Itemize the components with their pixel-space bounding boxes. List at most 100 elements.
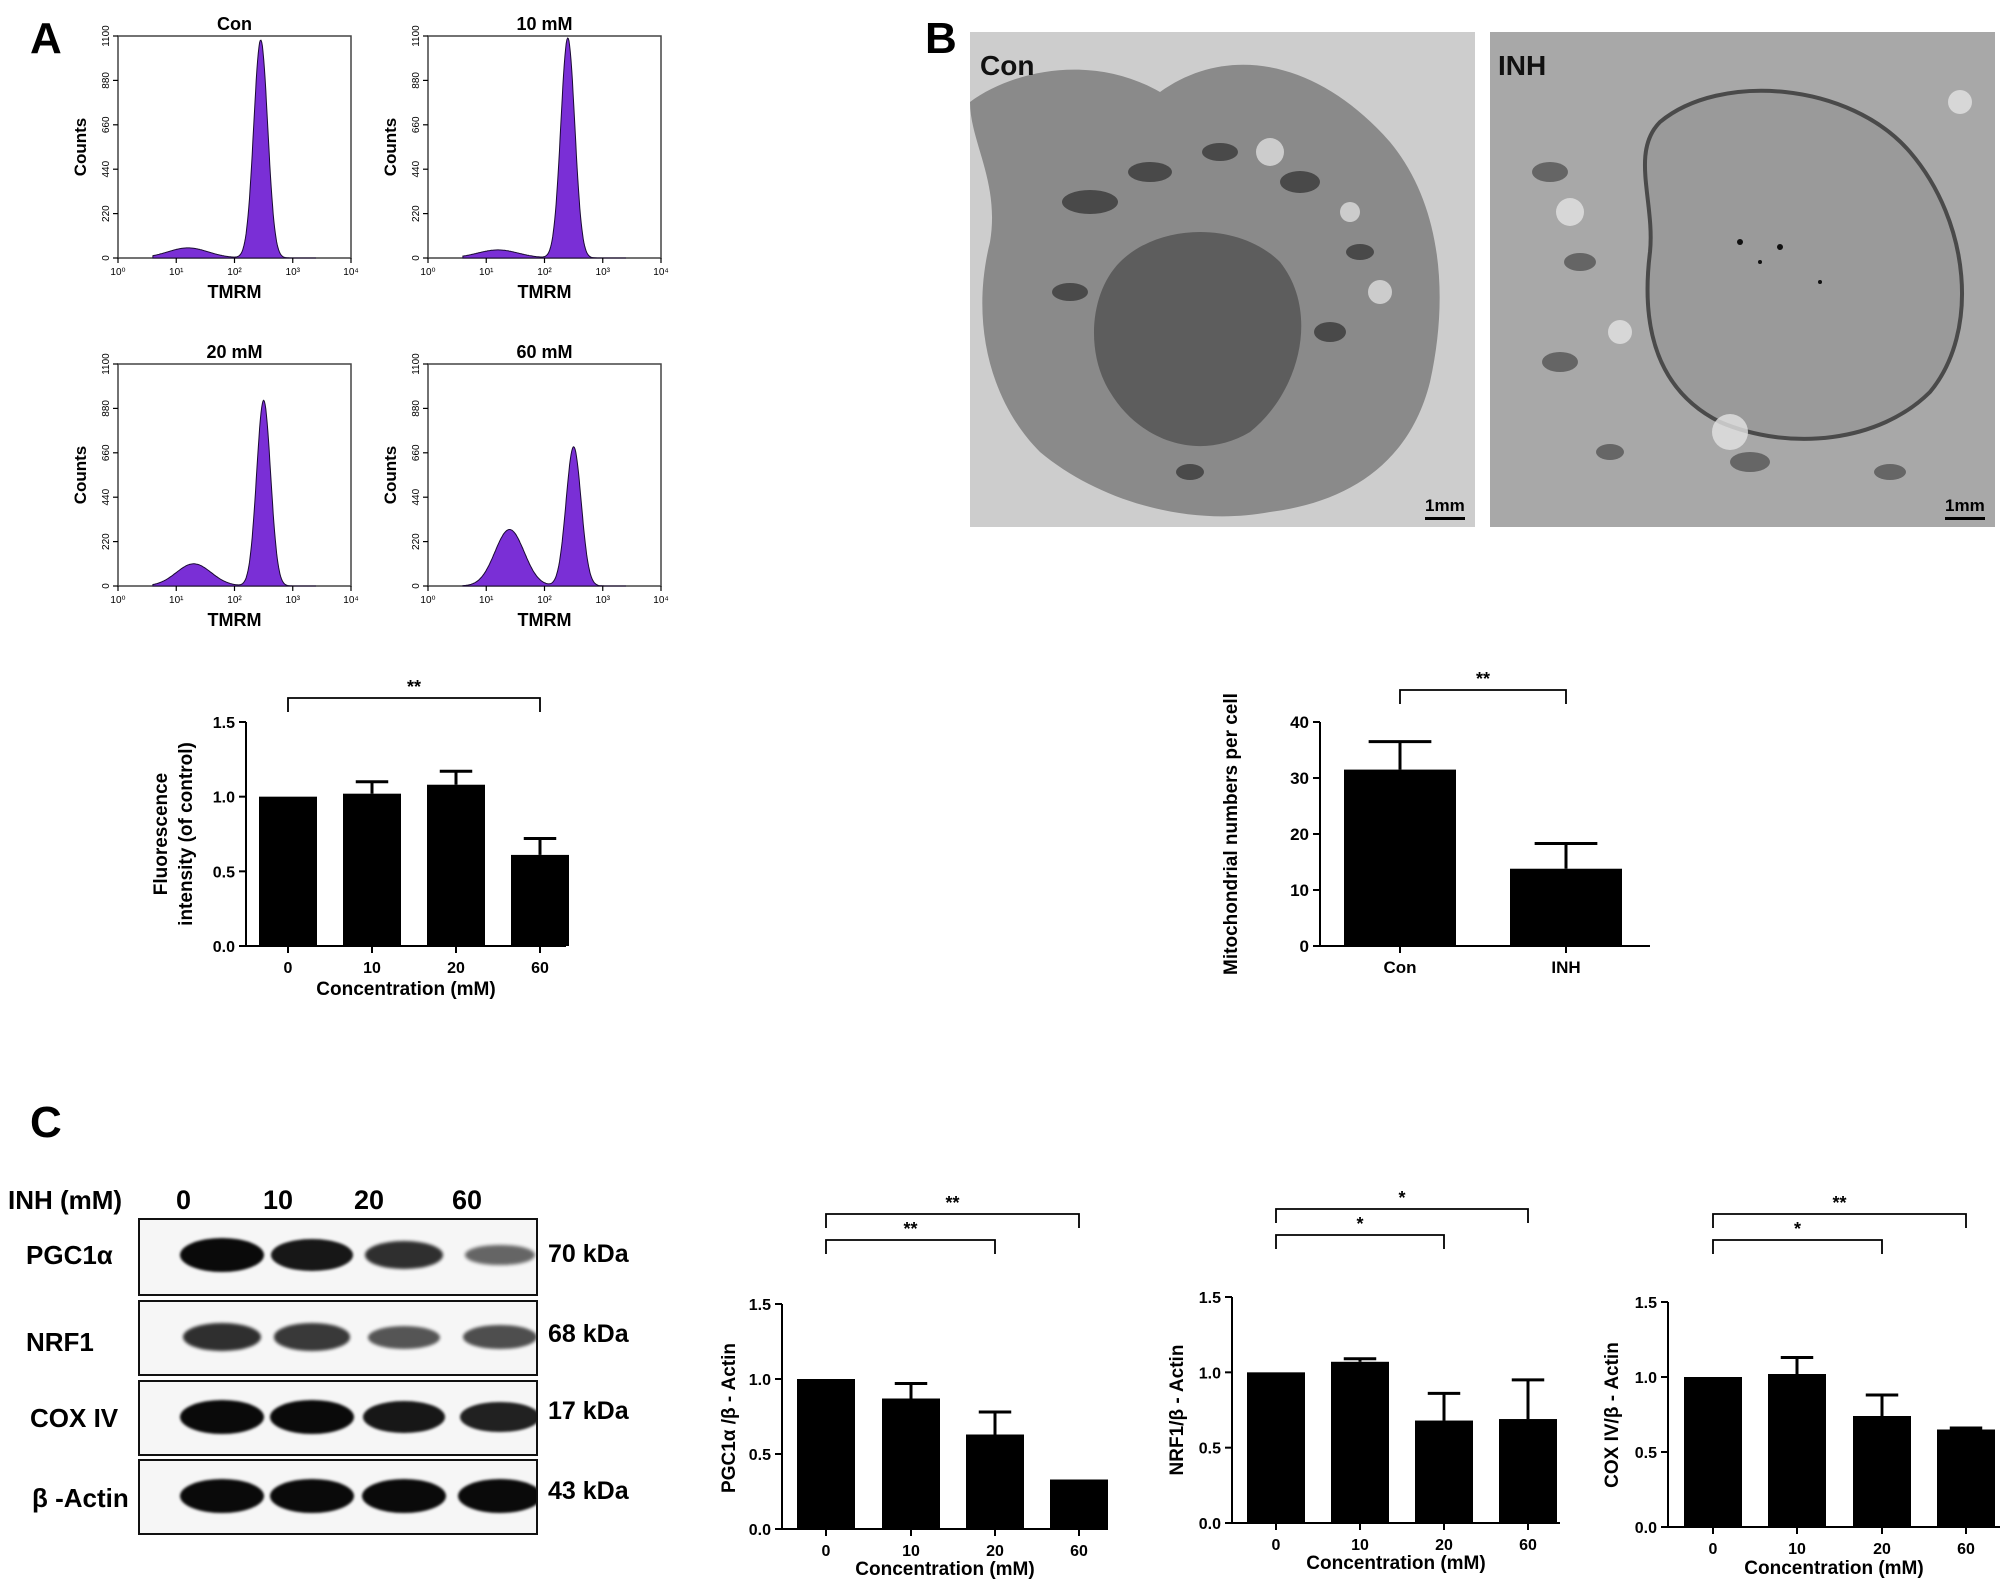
blot-band-0-1 bbox=[271, 1239, 353, 1271]
chart-0-significance-bracket-0 bbox=[287, 697, 541, 712]
chart-4-bar-3 bbox=[1937, 1429, 1995, 1527]
histogram-xtick-label-1-3: 10³ bbox=[596, 267, 611, 278]
chart-3-ytick-label-2: 1.0 bbox=[1199, 1365, 1221, 1382]
blot-lane-20: 20 bbox=[354, 1185, 385, 1215]
chart-2-ylabel-0: PGC1α /β - Actin bbox=[719, 1343, 740, 1493]
histogram-ytick-label-0-0: 0 bbox=[101, 255, 112, 261]
chart-2-bar-2 bbox=[966, 1434, 1024, 1529]
histogram-fill-1 bbox=[462, 37, 626, 259]
blot-lane-0: 0 bbox=[176, 1185, 192, 1215]
histogram-frame-3 bbox=[427, 363, 662, 587]
panel-label-c: C bbox=[30, 1098, 62, 1147]
histogram-xtick-label-3-2: 10² bbox=[537, 595, 552, 606]
chart-2-significance-label-1: ** bbox=[945, 1193, 959, 1213]
blot-header-label: INH (mM) bbox=[8, 1185, 123, 1215]
histogram-frame-1 bbox=[427, 35, 662, 259]
em-texture-con bbox=[970, 32, 1475, 527]
histogram-title-1: 10 mM bbox=[516, 14, 572, 34]
chart-3-bar-3 bbox=[1499, 1419, 1557, 1523]
chart-3-significance-label-0: * bbox=[1356, 1214, 1363, 1234]
histogram-xtick-label-3-1: 10¹ bbox=[479, 595, 494, 606]
panel-label-b: B bbox=[925, 14, 957, 63]
histogram-title-2: 20 mM bbox=[206, 342, 262, 362]
blot-size-bactin: 43 kDa bbox=[548, 1477, 629, 1505]
chart-4-xtick-label-3: 60 bbox=[1957, 1541, 1975, 1558]
chart-4-significance-label-0: * bbox=[1794, 1219, 1801, 1239]
histogram-ytick-label-0-3: 660 bbox=[101, 116, 112, 133]
chart-1-xtick-label-1: INH bbox=[1551, 958, 1580, 977]
blot-protein-coxiv: COX IV bbox=[30, 1403, 119, 1433]
chart-3-ytick-label-3: 1.5 bbox=[1199, 1290, 1221, 1307]
blot-band-3-1 bbox=[270, 1479, 354, 1513]
histogram-xtick-label-3-3: 10³ bbox=[596, 595, 611, 606]
chart-4-significance-bracket-1 bbox=[1712, 1213, 1967, 1228]
histogram-xtick-label-2-0: 10⁰ bbox=[110, 595, 125, 606]
blot-strip-coxiv bbox=[138, 1380, 538, 1456]
blot-band-2-1 bbox=[270, 1400, 354, 1434]
blot-lane-10: 10 bbox=[263, 1185, 294, 1215]
histogram-xlabel-3: TMRM bbox=[518, 610, 572, 630]
chart-1-bar-0 bbox=[1344, 769, 1456, 946]
histogram-ytick-label-3-5: 1100 bbox=[411, 353, 422, 375]
chart-0-xtick-label-1: 10 bbox=[363, 960, 381, 977]
chart-4-bar-1 bbox=[1768, 1374, 1826, 1527]
chart-1-ytick-label-2: 20 bbox=[1290, 825, 1309, 844]
histogram-ytick-label-2-3: 660 bbox=[101, 444, 112, 461]
chart-3-xtick-label-2: 20 bbox=[1435, 1537, 1453, 1554]
chart-4-ytick-label-3: 1.5 bbox=[1635, 1295, 1657, 1312]
em-image-con bbox=[970, 32, 1475, 527]
histogram-ytick-label-2-2: 440 bbox=[101, 488, 112, 505]
blot-band-0-2 bbox=[365, 1240, 443, 1270]
chart-1-ylabel-0: Mitochondrial numbers per cell bbox=[1221, 693, 1242, 975]
chart-1-xtick-label-0: Con bbox=[1383, 958, 1416, 977]
chart-2-xlabel: Concentration (mM) bbox=[855, 1559, 1034, 1580]
histogram-frame-0 bbox=[117, 35, 352, 259]
chart-4-significance-label-1: ** bbox=[1832, 1193, 1846, 1213]
chart-0-bar-0 bbox=[259, 796, 317, 946]
panel-label-a: A bbox=[30, 14, 62, 63]
blot-lane-60: 60 bbox=[452, 1185, 483, 1215]
blot-size-coxiv: 17 kDa bbox=[548, 1397, 629, 1425]
chart-2-significance-bracket-0 bbox=[825, 1239, 996, 1254]
chart-3-ytick-label-1: 0.5 bbox=[1199, 1441, 1221, 1458]
chart-3-xtick-label-3: 60 bbox=[1519, 1537, 1537, 1554]
chart-0-ytick-label-1: 0.5 bbox=[213, 864, 235, 881]
chart-4-xtick-label-1: 10 bbox=[1788, 1541, 1806, 1558]
histogram-ytick-label-2-4: 880 bbox=[101, 400, 112, 417]
chart-0-ytick-label-3: 1.5 bbox=[213, 715, 235, 732]
chart-2-xtick-label-2: 20 bbox=[986, 1543, 1004, 1560]
histogram-ytick-label-3-2: 440 bbox=[411, 488, 422, 505]
chart-2-bar-0 bbox=[797, 1379, 855, 1529]
histogram-ytick-label-2-5: 1100 bbox=[101, 353, 112, 375]
chart-4-ytick-label-0: 0.0 bbox=[1635, 1520, 1657, 1537]
histogram-ytick-label-1-2: 440 bbox=[411, 160, 422, 177]
blot-size-nrf1: 68 kDa bbox=[548, 1320, 629, 1348]
chart-1-ytick-label-4: 40 bbox=[1290, 713, 1309, 732]
histogram-xtick-label-0-1: 10¹ bbox=[169, 267, 184, 278]
chart-3-bar-2 bbox=[1415, 1420, 1473, 1523]
histogram-fill-2 bbox=[152, 399, 316, 587]
blot-protein-nrf1: NRF1 bbox=[26, 1327, 94, 1357]
chart-2-ytick-label-3: 1.5 bbox=[749, 1297, 771, 1314]
chart-3-ylabel-0: NRF1/β - Actin bbox=[1167, 1345, 1188, 1476]
chart-2-ytick-label-2: 1.0 bbox=[749, 1372, 771, 1389]
histogram-xtick-label-2-1: 10¹ bbox=[169, 595, 184, 606]
chart-4-xtick-label-0: 0 bbox=[1709, 1541, 1718, 1558]
histogram-xtick-label-0-3: 10³ bbox=[286, 267, 301, 278]
histogram-xlabel-0: TMRM bbox=[208, 282, 262, 302]
chart-2-significance-label-0: ** bbox=[903, 1219, 917, 1239]
chart-3-bar-0 bbox=[1247, 1372, 1305, 1523]
blot-band-2-2 bbox=[363, 1401, 445, 1433]
histogram-xtick-label-1-2: 10² bbox=[537, 267, 552, 278]
chart-1-ytick-label-1: 10 bbox=[1290, 881, 1309, 900]
histogram-ylabel-3: Counts bbox=[381, 446, 400, 505]
blot-band-3-0 bbox=[180, 1479, 264, 1513]
chart-2-bar-1 bbox=[882, 1398, 940, 1529]
histogram-ytick-label-2-0: 0 bbox=[101, 583, 112, 589]
histogram-ytick-label-0-1: 220 bbox=[101, 205, 112, 222]
chart-3-significance-label-1: * bbox=[1398, 1188, 1405, 1208]
em-label-inh: INH bbox=[1498, 50, 1547, 81]
chart-4-xtick-label-2: 20 bbox=[1873, 1541, 1891, 1558]
histogram-xlabel-1: TMRM bbox=[518, 282, 572, 302]
